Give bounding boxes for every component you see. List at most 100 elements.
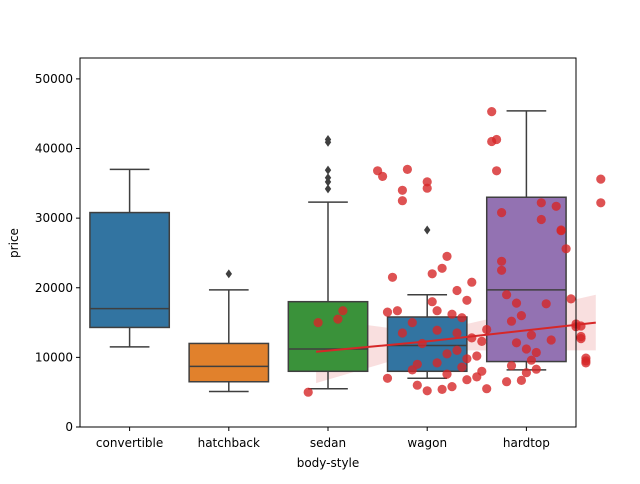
scatter-point-60 (506, 316, 517, 326)
scatter-point-9 (392, 306, 402, 316)
scatter-point-66 (521, 344, 532, 354)
scatter-point-37 (457, 313, 467, 323)
scatter-point-36 (452, 285, 462, 296)
scatter-point-75 (551, 201, 561, 211)
x-tick-label-convertible: convertible (96, 436, 163, 450)
y-axis-label: price (7, 228, 21, 258)
scatter-point-13 (402, 164, 412, 174)
scatter-point-62 (511, 338, 522, 348)
x-axis-ticks: convertible hatchback sedan wagon hardtop (96, 427, 550, 450)
scatter-point-25 (432, 325, 442, 335)
scatter-layer (303, 107, 606, 397)
scatter-point-5 (378, 171, 388, 181)
box-iqr-convertible (89, 211, 171, 329)
scatter-point-34 (452, 328, 462, 338)
scatter-point-0 (303, 387, 313, 397)
scatter-point-71 (536, 198, 546, 208)
scatter-point-17 (412, 359, 422, 369)
scatter-point-73 (541, 299, 551, 309)
scatter-point-30 (442, 349, 452, 359)
scatter-point-11 (397, 196, 407, 206)
scatter-point-6 (382, 373, 393, 383)
scatter-point-41 (462, 354, 472, 364)
scatter-point-23 (427, 269, 437, 279)
scatter-point-18 (417, 338, 427, 349)
outlier-sedan-0 (324, 184, 332, 194)
regression-line-layer (316, 321, 596, 353)
y-tick-label-10000: 10000 (35, 350, 73, 364)
scatter-point-56 (497, 265, 507, 275)
scatter-point-50 (487, 107, 497, 117)
scatter-point-52 (492, 134, 502, 145)
boxes-layer (89, 110, 567, 393)
y-tick-label-50000: 50000 (35, 72, 73, 86)
scatter-point-24 (432, 358, 442, 368)
scatter-point-26 (432, 306, 442, 316)
regression-line (316, 321, 596, 353)
scatter-point-35 (452, 345, 462, 355)
scatter-point-74 (546, 335, 556, 345)
scatter-point-8 (387, 272, 398, 282)
scatter-point-15 (407, 318, 417, 328)
x-tick-label-hatchback: hatchback (198, 436, 260, 450)
y-axis-ticks: 0 10000 20000 30000 40000 50000 (35, 72, 80, 434)
scatter-point-69 (531, 364, 541, 374)
scatter-point-64 (516, 375, 527, 385)
box-iqr-hatchback (188, 342, 270, 383)
scatter-point-2 (333, 314, 343, 324)
scatter-point-39 (462, 295, 472, 305)
scatter-point-61 (511, 298, 522, 308)
scatter-point-78 (561, 244, 571, 254)
scatter-point-1 (313, 318, 323, 328)
scatter-point-10 (397, 185, 407, 195)
y-tick-label-0: 0 (65, 420, 73, 434)
outlier-sedan-3 (324, 165, 332, 175)
outlier-sedan-2 (324, 173, 332, 183)
scatter-point-67 (526, 355, 537, 365)
outlier-hatchback-0 (225, 269, 232, 279)
scatter-point-53 (492, 166, 502, 176)
y-tick-label-30000: 30000 (35, 211, 73, 225)
scatter-point-57 (502, 290, 512, 300)
y-tick-label-20000: 20000 (35, 281, 73, 295)
scatter-point-19 (422, 386, 432, 396)
scatter-point-31 (442, 369, 452, 379)
scatter-point-47 (477, 336, 487, 346)
scatter-point-28 (437, 384, 447, 394)
scatter-point-68 (526, 330, 537, 340)
box-convertible (89, 168, 171, 348)
scatter-point-86 (581, 358, 591, 368)
scatter-point-59 (506, 361, 517, 371)
scatter-point-63 (516, 311, 527, 321)
scatter-point-16 (412, 380, 422, 390)
scatter-point-45 (472, 351, 482, 361)
scatter-point-40 (462, 375, 472, 385)
scatter-point-12 (397, 328, 407, 338)
box-hatchback (188, 269, 270, 393)
scatter-point-22 (427, 297, 437, 307)
scatter-point-38 (457, 362, 467, 372)
scatter-point-27 (437, 263, 447, 273)
x-tick-label-wagon: wagon (407, 436, 447, 450)
scatter-point-89 (576, 321, 586, 331)
y-tick-label-40000: 40000 (35, 142, 73, 156)
scatter-point-79 (566, 294, 576, 304)
box-wagon (386, 225, 468, 380)
x-tick-label-sedan: sedan (310, 436, 346, 450)
x-tick-label-hardtop: hardtop (503, 436, 550, 450)
scatter-point-46 (477, 366, 487, 376)
scatter-point-43 (467, 277, 477, 287)
scatter-point-58 (502, 377, 512, 387)
x-axis-label: body-style (297, 456, 360, 470)
scatter-point-48 (482, 324, 492, 335)
scatter-point-49 (482, 384, 492, 394)
scatter-point-87 (596, 174, 606, 184)
scatter-point-42 (467, 333, 477, 343)
box-iqr-sedan (287, 300, 369, 373)
scatter-point-29 (442, 251, 452, 261)
scatter-point-7 (382, 307, 393, 317)
scatter-point-33 (447, 382, 457, 392)
scatter-point-72 (536, 214, 546, 225)
